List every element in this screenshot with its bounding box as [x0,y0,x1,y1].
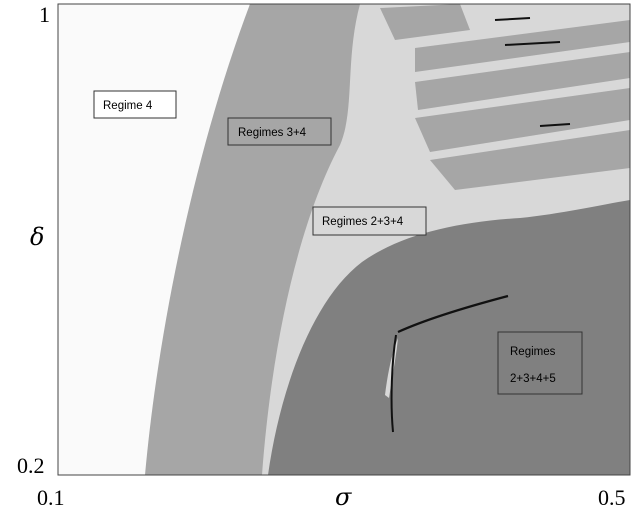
plot-frame [57,3,631,476]
regime-5-vertical [390,334,397,433]
label-regime-4: Regime 4 [103,100,153,112]
y-tick-bottom: 0.2 [17,453,45,478]
x-tick-right: 0.5 [598,485,626,510]
regime-5-streak [494,17,531,21]
label-box-frame [497,331,583,395]
x-axis-label: σ [335,483,352,511]
y-axis-label: δ [30,223,44,251]
label-box-frame [93,90,177,119]
label-box-regimes-2-3-4-5: Regimes 2+3+4+5 [497,331,583,395]
label-box-regimes-2-3-4: Regimes 2+3+4 [312,206,427,236]
label-regimes-3-4: Regimes 3+4 [238,127,307,139]
label-box-frame [227,117,332,146]
label-regimes-2-3-4: Regimes 2+3+4 [322,216,404,228]
stripe-band [430,130,630,190]
x-tick-left: 0.1 [37,485,65,510]
stripe-band [415,20,630,72]
label-regimes-2-3-4-5-line2: 2+3+4+5 [510,373,556,385]
upper-stripes [380,4,630,190]
stripe-band [415,52,630,110]
label-regimes-2-3-4-5-line1: Regimes [510,346,556,358]
regime-5-curve [397,294,509,334]
region-regimes-2-3-4-5 [268,200,630,475]
regime-5-streak [504,41,561,46]
label-box-regime-4: Regime 4 [93,90,177,119]
regime-5-streak [539,123,571,127]
label-box-regimes-3-4: Regimes 3+4 [227,117,332,146]
label-box-frame [312,206,427,236]
stripe-band [380,4,470,40]
stripe-band [415,88,630,152]
y-tick-top: 1 [39,2,50,27]
light-streak [385,338,398,398]
